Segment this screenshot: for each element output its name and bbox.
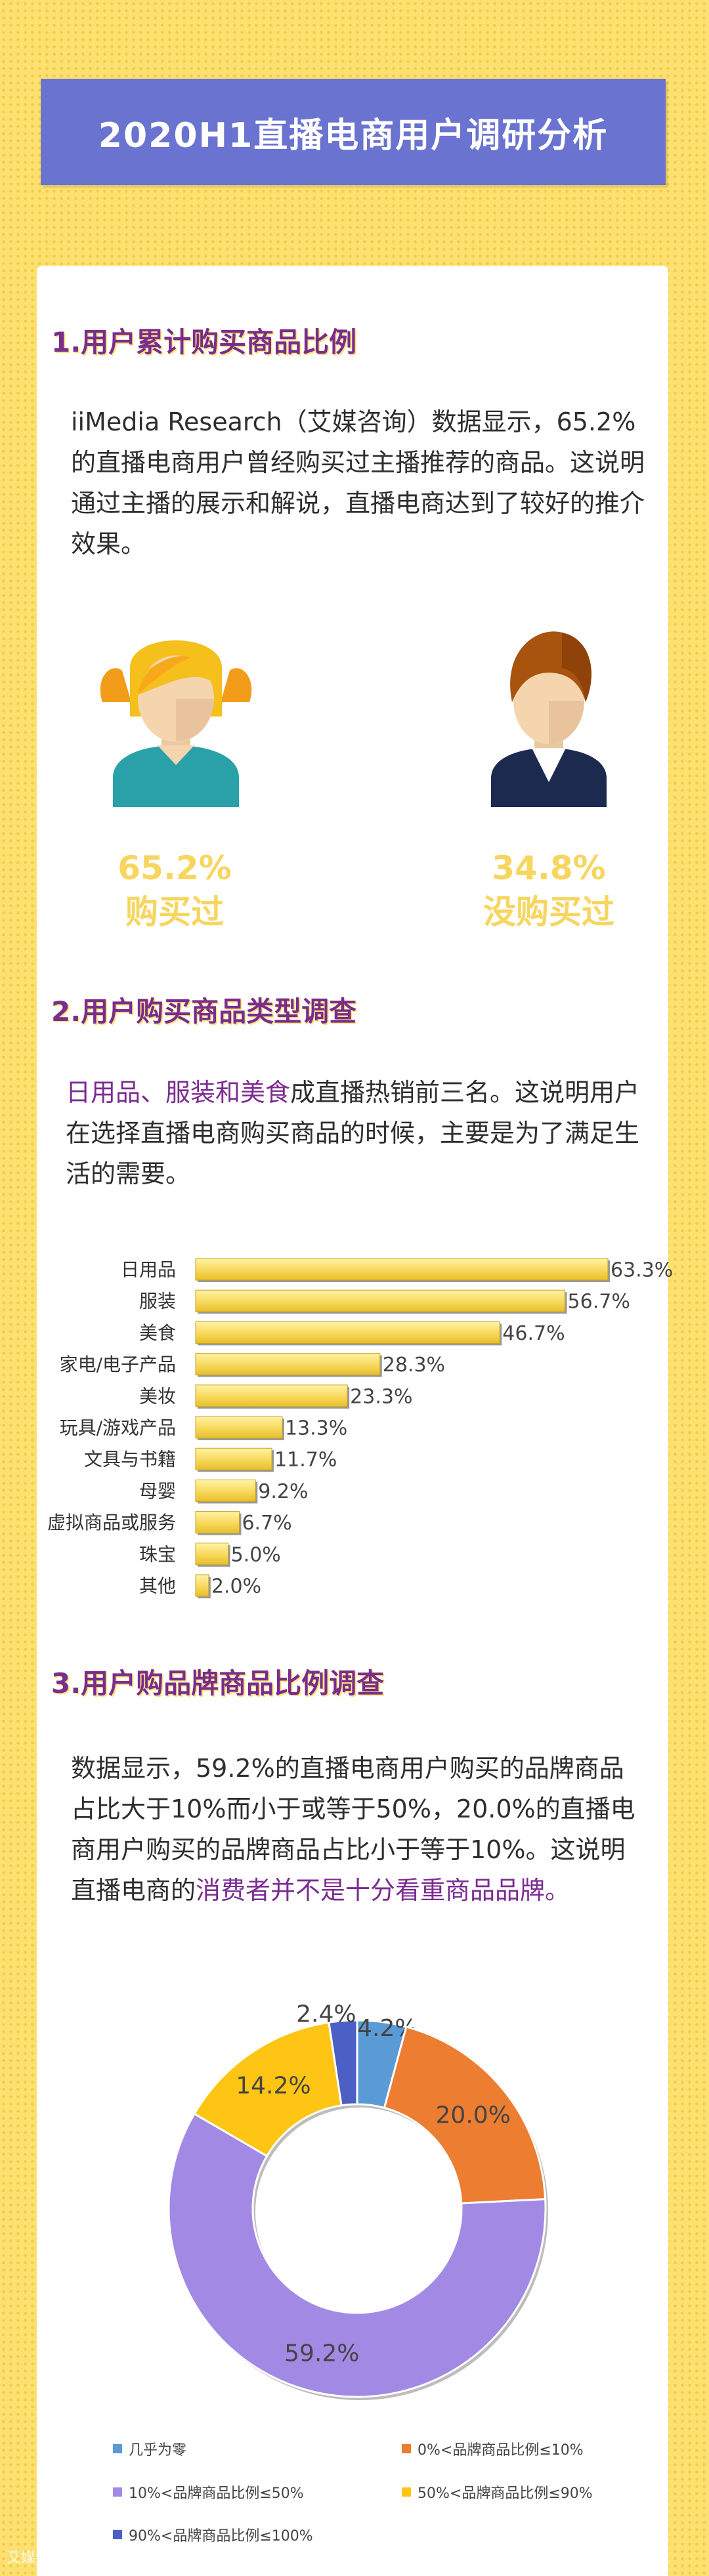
bar	[195, 1416, 283, 1439]
section2-highlight: 日用品、服装和美食	[66, 1078, 291, 1107]
bar	[195, 1384, 348, 1407]
value-label: 9.2%	[258, 1480, 308, 1503]
legend-swatch	[402, 2444, 411, 2453]
donut-slice	[328, 2019, 358, 2107]
section3-paragraph: 数据显示，59.2%的直播电商用户购买的品牌商品占比大于10%而小于或等于50%…	[71, 1748, 649, 1911]
category-label: 日用品	[121, 1259, 176, 1281]
legend-swatch	[113, 2444, 122, 2453]
legend-label: 50%<品牌商品比例≤90%	[418, 2485, 593, 2502]
legend-swatch	[402, 2487, 411, 2497]
boy-avatar-icon	[491, 631, 607, 807]
section1-title: 1.用户累计购买商品比例	[51, 326, 357, 358]
value-label: 46.7%	[502, 1322, 565, 1345]
bar	[195, 1511, 240, 1534]
slice-value-label: 2.4%	[296, 2001, 356, 2028]
value-label: 28.3%	[383, 1354, 445, 1377]
category-label: 美妆	[139, 1385, 176, 1407]
section3-highlight: 消费者并不是十分看重商品品牌。	[196, 1876, 570, 1905]
stat-bought-label: 购买过	[125, 893, 224, 931]
bar	[195, 1321, 500, 1344]
legend-label: 几乎为零	[129, 2442, 187, 2459]
bar	[195, 1574, 209, 1597]
donut-slice	[167, 2112, 547, 2398]
bar	[195, 1353, 381, 1376]
value-label: 23.3%	[350, 1385, 412, 1408]
slice-value-label: 59.2%	[284, 2340, 359, 2367]
legend-label: 0%<品牌商品比例≤10%	[418, 2442, 584, 2459]
page-title: 2020H1直播电商用户调研分析	[41, 79, 666, 185]
category-label: 其他	[139, 1575, 176, 1597]
category-label: 服装	[139, 1291, 176, 1312]
legend-swatch	[113, 2530, 122, 2539]
value-label: 6.7%	[242, 1512, 291, 1535]
category-label: 玩具/游戏产品	[60, 1417, 176, 1439]
bar	[195, 1543, 229, 1566]
brand-share-donut-chart: 4.2%20.0%59.2%14.2%2.4%	[167, 2001, 548, 2400]
legend-item: 0%<品牌商品比例≤10%	[402, 2438, 584, 2459]
legend-item: 10%<品牌商品比例≤50%	[113, 2482, 304, 2503]
category-label: 美食	[139, 1322, 176, 1344]
section3-text: 数据显示，59.2%的直播电商用户购买的品牌商品占比大于10%而小于或等于50%…	[71, 1754, 635, 1905]
stat-bought-percent: 65.2%	[118, 849, 232, 887]
section1-paragraph: iiMedia Research（艾媒咨询）数据显示，65.2%的直播电商用户曾…	[71, 407, 645, 558]
legend-item: 90%<品牌商品比例≤100%	[113, 2524, 313, 2545]
slice-value-label: 20.0%	[436, 2102, 511, 2129]
legend-item: 50%<品牌商品比例≤90%	[402, 2482, 593, 2503]
value-label: 5.0%	[231, 1543, 281, 1566]
slice-value-label: 14.2%	[236, 2072, 311, 2099]
legend-label: 10%<品牌商品比例≤50%	[129, 2485, 304, 2502]
bar	[195, 1258, 609, 1281]
stat-not-bought-label: 没购买过	[483, 893, 614, 931]
bar	[195, 1289, 566, 1312]
value-label: 2.0%	[211, 1575, 261, 1598]
legend-swatch	[113, 2487, 122, 2497]
donut-slice	[383, 2025, 547, 2205]
category-label: 珠宝	[139, 1543, 176, 1565]
category-label: 虚拟商品或服务	[47, 1512, 176, 1533]
value-label: 11.7%	[274, 1449, 337, 1472]
section2-title: 2.用户购买商品类型调查	[51, 995, 357, 1028]
bar	[195, 1447, 272, 1470]
watermark: 艾媒咨询	[7, 2550, 65, 2566]
value-label: 13.3%	[285, 1417, 347, 1440]
category-label: 母婴	[139, 1480, 176, 1502]
value-label: 56.7%	[568, 1291, 630, 1314]
donut-slice	[193, 2021, 343, 2157]
value-label: 63.3%	[611, 1259, 673, 1282]
section2-text: 成直播热销前三名。这说明用户在选择直播电商购买商品的时候，主要是为了满足生活的需…	[66, 1078, 640, 1188]
category-label: 家电/电子产品	[60, 1354, 176, 1375]
legend-item: 几乎为零	[113, 2438, 186, 2459]
girl-avatar-icon	[100, 640, 252, 807]
category-label: 文具与书籍	[84, 1449, 176, 1470]
legend-label: 90%<品牌商品比例≤100%	[129, 2528, 313, 2545]
section3-title: 3.用户购品牌商品比例调查	[51, 1667, 385, 1699]
bar	[195, 1479, 256, 1502]
stat-not-bought-percent: 34.8%	[492, 849, 606, 887]
product-type-bar-chart: 日用品 63.3% 服装 56.7% 美食 46.7% 家电/电子产品 28.3% 美妆 23.3…	[47, 1258, 673, 1598]
section2-paragraph: 日用品、服装和美食成直播热销前三名。这说明用户在选择直播电商购买商品的时候，主要…	[66, 1072, 643, 1194]
